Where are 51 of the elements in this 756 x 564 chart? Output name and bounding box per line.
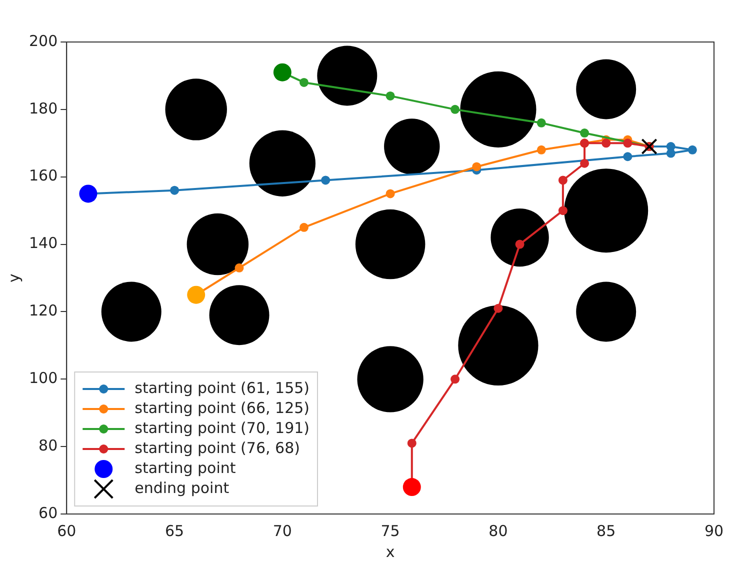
point	[170, 186, 180, 195]
point	[536, 145, 546, 154]
point	[472, 162, 482, 172]
legend-label: starting point	[134, 458, 236, 477]
y-tick-label: 160	[28, 166, 58, 185]
point	[558, 206, 568, 216]
point	[300, 222, 308, 232]
point	[641, 138, 658, 155]
legend-label: ending point	[134, 478, 230, 497]
legend-label: starting point (70, 191)	[134, 418, 310, 437]
point	[300, 78, 308, 87]
y-tick-label: 60	[38, 504, 58, 522]
point	[450, 104, 460, 114]
y-tick-label: 80	[38, 436, 58, 454]
point	[602, 138, 611, 148]
point	[558, 176, 568, 185]
point	[515, 240, 524, 249]
y-tick-label: 140	[28, 234, 58, 252]
point	[623, 152, 632, 162]
point	[494, 304, 503, 313]
point	[450, 374, 460, 384]
point	[386, 91, 395, 100]
point	[407, 438, 416, 448]
x-tick-label: 75	[380, 522, 400, 540]
x-tick-label: 60	[57, 522, 76, 540]
point	[402, 478, 421, 496]
legend-label: starting point (61, 155)	[134, 378, 310, 397]
point	[273, 63, 292, 82]
y-tick-label: 180	[28, 99, 58, 118]
point	[79, 184, 98, 203]
y-tick-label: 100	[28, 369, 58, 388]
x-axis-title: x	[386, 542, 395, 561]
point	[623, 138, 632, 148]
point	[234, 263, 244, 272]
point	[321, 176, 330, 185]
x-tick-label: 70	[272, 522, 292, 540]
x-tick-label: 65	[164, 522, 184, 540]
point	[580, 158, 590, 168]
x-tick-label: 90	[704, 522, 724, 540]
y-axis-title: y	[4, 273, 23, 282]
y-tick-label: 200	[28, 32, 58, 50]
point	[688, 145, 697, 154]
point	[386, 189, 395, 198]
y-tick-label: 120	[28, 302, 58, 320]
point	[536, 118, 546, 128]
point	[580, 128, 590, 138]
legend-label: starting point (76, 68)	[134, 438, 300, 457]
point	[187, 286, 206, 304]
x-tick-label: 80	[488, 522, 508, 540]
legend-label: starting point (66, 125)	[134, 398, 310, 417]
x-tick-label: 85	[596, 522, 616, 540]
